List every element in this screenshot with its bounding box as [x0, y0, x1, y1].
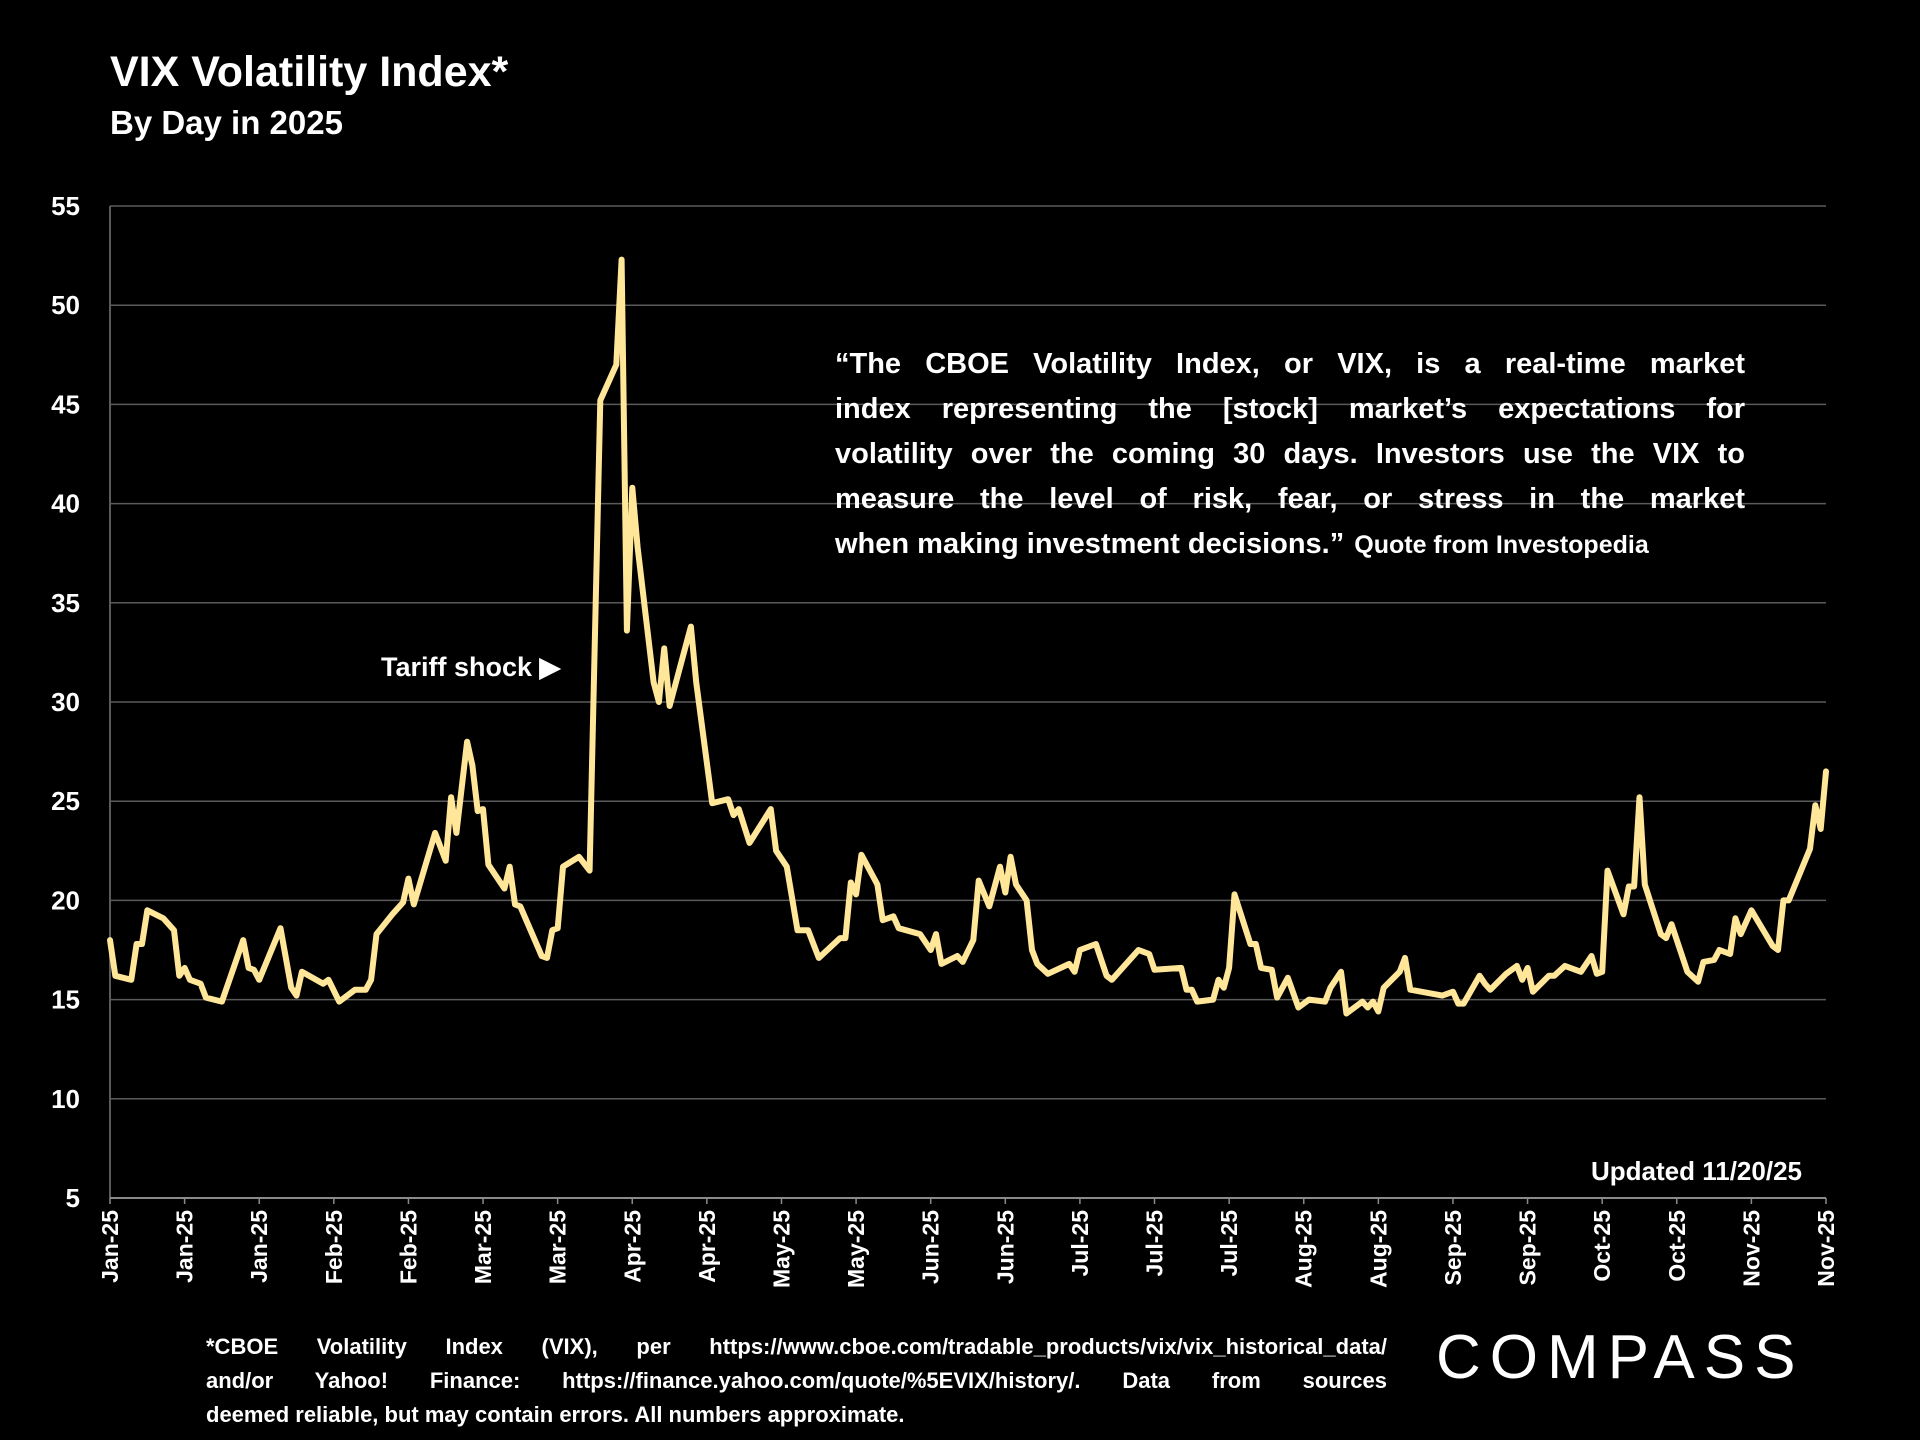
tariff-shock-annotation: Tariff shock ▶ — [381, 652, 561, 682]
x-tick-label: Jan-25 — [246, 1210, 272, 1283]
x-tick-label: May-25 — [768, 1210, 794, 1288]
y-tick-label: 15 — [51, 985, 80, 1015]
x-tick-label: Mar-25 — [545, 1210, 571, 1284]
quote-last-line: when making investment decisions.” — [835, 528, 1345, 560]
y-tick-label: 50 — [51, 290, 80, 320]
compass-logo: COMPASS — [1436, 1323, 1805, 1392]
x-tick-label: Jul-25 — [1067, 1210, 1093, 1277]
footnote-line: and/or Yahoo! Finance: https://finance.y… — [206, 1368, 1387, 1393]
x-axis-tick-labels: Jan-25 Jan-25 Jan-25 Feb-25 Feb-25 Mar-25 Mar-… — [97, 1198, 1839, 1288]
vix-series-line — [107, 256, 1829, 1017]
updated-date: Updated 11/20/25 — [1591, 1156, 1802, 1186]
x-tick-label: Feb-25 — [321, 1210, 347, 1284]
x-tick-label: May-25 — [843, 1210, 869, 1288]
y-tick-label: 10 — [51, 1084, 80, 1114]
quote-line: volatility over the coming 30 days. Inve… — [835, 438, 1745, 470]
y-tick-label: 35 — [51, 588, 80, 618]
x-tick-label: Aug-25 — [1291, 1210, 1317, 1288]
x-tick-label: Jun-25 — [918, 1210, 944, 1284]
y-tick-label: 25 — [51, 786, 80, 816]
x-tick-label: Jan-25 — [97, 1210, 123, 1283]
chart-title: VIX Volatility Index* — [110, 48, 509, 96]
x-tick-label: Apr-25 — [694, 1210, 720, 1283]
y-tick-label: 55 — [51, 191, 80, 221]
x-tick-label: Sep-25 — [1440, 1210, 1466, 1286]
x-tick-label: Aug-25 — [1365, 1210, 1391, 1288]
y-tick-label: 45 — [51, 389, 80, 419]
x-tick-label: Mar-25 — [470, 1210, 496, 1284]
x-tick-label: Oct-25 — [1664, 1210, 1690, 1282]
x-tick-label: Sep-25 — [1515, 1210, 1541, 1286]
x-tick-label: Apr-25 — [619, 1210, 645, 1283]
quote-line: when making investment decisions.” Quote … — [835, 522, 1745, 567]
y-tick-label: 20 — [51, 885, 80, 915]
quote-line: index representing the [stock] market’s … — [835, 393, 1745, 425]
quote-line: measure the level of risk, fear, or stre… — [835, 483, 1745, 515]
data-points — [109, 259, 1827, 1014]
x-tick-label: Oct-25 — [1589, 1210, 1615, 1282]
y-tick-label: 40 — [51, 489, 80, 519]
x-tick-label: Feb-25 — [395, 1210, 421, 1284]
x-tick-label: Nov-25 — [1738, 1210, 1764, 1287]
footnote-line: *CBOE Volatility Index (VIX), per https:… — [206, 1334, 1387, 1359]
x-tick-label: Jul-25 — [1142, 1210, 1168, 1277]
footnote: *CBOE Volatility Index (VIX), per https:… — [206, 1330, 1387, 1432]
y-tick-label: 30 — [51, 687, 80, 717]
x-tick-label: Jul-25 — [1216, 1210, 1242, 1277]
chart-subtitle: By Day in 2025 — [110, 104, 343, 141]
investopedia-quote: “The CBOE Volatility Index, or VIX, is a… — [835, 342, 1745, 567]
x-tick-label: Jan-25 — [172, 1210, 198, 1283]
y-axis-tick-labels: 5 10 15 20 25 30 35 40 45 50 55 — [51, 191, 80, 1213]
quote-source: Quote from Investopedia — [1354, 531, 1649, 559]
gridlines — [109, 205, 1826, 1199]
footnote-line: deemed reliable, but may contain errors.… — [206, 1402, 905, 1427]
quote-line: “The CBOE Volatility Index, or VIX, is a… — [835, 348, 1745, 380]
x-tick-label: Nov-25 — [1813, 1210, 1839, 1287]
x-tick-label: Jun-25 — [992, 1210, 1018, 1284]
y-tick-label: 5 — [66, 1183, 80, 1213]
